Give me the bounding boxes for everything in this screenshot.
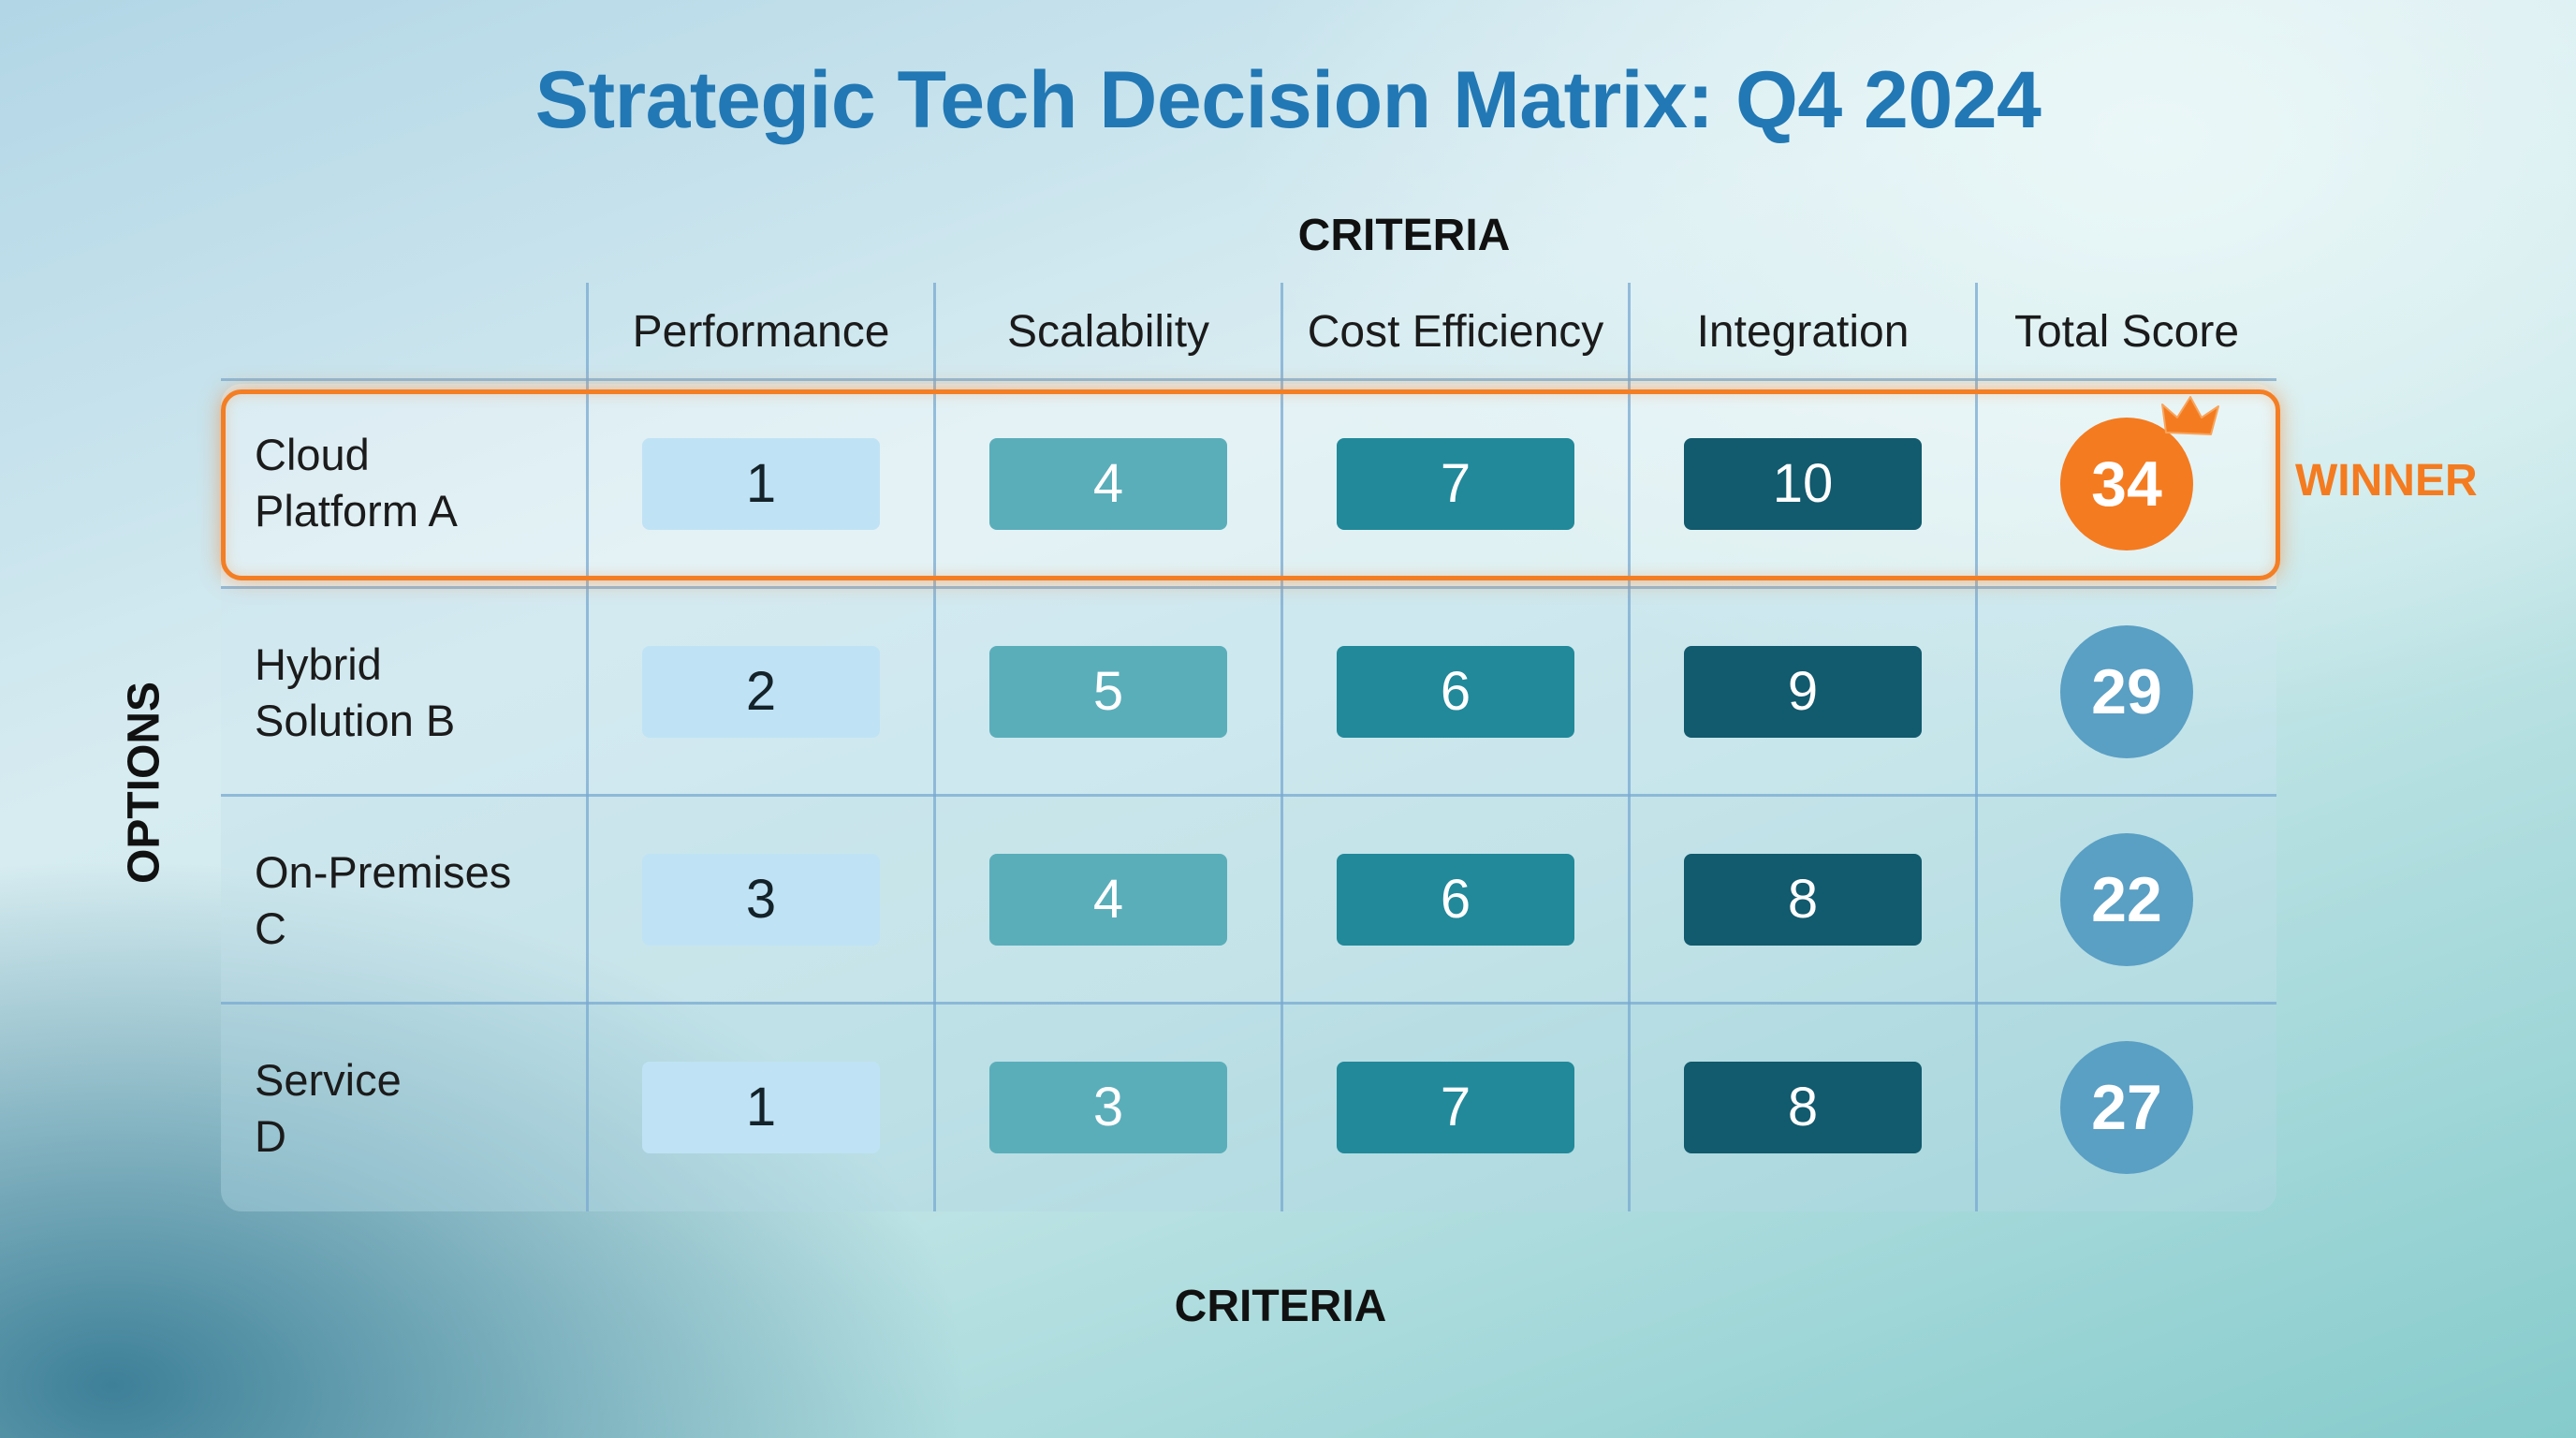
row-label-on-premises-c: On-Premises C bbox=[255, 844, 564, 957]
score-cell-performance: 2 bbox=[642, 646, 880, 738]
grid-line-col-1 bbox=[586, 283, 589, 1211]
criteria-axis-label-top: CRITERIA bbox=[1297, 211, 1511, 260]
row-label-hybrid-solution-b: Hybrid Solution B bbox=[255, 637, 564, 749]
row-background-4 bbox=[221, 1004, 2276, 1211]
grid-line-col-4 bbox=[1628, 283, 1631, 1211]
row-label-line: Solution B bbox=[255, 696, 456, 745]
criteria-axis-label-bottom: CRITERIA bbox=[1174, 1282, 1387, 1331]
row-label-line: Platform A bbox=[255, 486, 458, 536]
score-cell-performance: 1 bbox=[642, 438, 880, 530]
row-label-line: Hybrid bbox=[255, 639, 382, 689]
decision-matrix-body bbox=[221, 384, 2276, 1211]
score-cell-integration: 8 bbox=[1684, 1062, 1922, 1153]
column-header-total-score: Total Score bbox=[2013, 307, 2240, 357]
column-header-performance: Performance bbox=[632, 307, 890, 357]
grid-line-col-5 bbox=[1975, 283, 1978, 1211]
grid-line-row-3 bbox=[221, 1002, 2276, 1005]
options-axis-label: OPTIONS bbox=[119, 681, 169, 885]
total-score-badge: 22 bbox=[2060, 833, 2193, 966]
total-score-badge: 29 bbox=[2060, 625, 2193, 758]
score-cell-cost-efficiency: 6 bbox=[1337, 646, 1574, 738]
row-label-line: C bbox=[255, 903, 286, 953]
page-title: Strategic Tech Decision Matrix: Q4 2024 bbox=[534, 55, 2042, 145]
total-score-badge: 27 bbox=[2060, 1041, 2193, 1174]
row-label-line: On-Premises bbox=[255, 847, 512, 897]
score-cell-performance: 3 bbox=[642, 854, 880, 946]
total-score-badge-winner: 34 bbox=[2060, 418, 2193, 550]
row-background-3 bbox=[221, 796, 2276, 1004]
row-label-service-d: Service D bbox=[255, 1052, 564, 1165]
score-cell-cost-efficiency: 6 bbox=[1337, 854, 1574, 946]
row-label-cloud-platform-a: Cloud Platform A bbox=[255, 427, 564, 539]
row-label-line: Service bbox=[255, 1055, 402, 1105]
winner-highlight-border bbox=[221, 389, 2280, 580]
crown-icon bbox=[2161, 396, 2219, 435]
column-header-integration: Integration bbox=[1696, 307, 1910, 357]
score-cell-integration: 9 bbox=[1684, 646, 1922, 738]
score-cell-scalability: 4 bbox=[989, 854, 1227, 946]
score-cell-performance: 1 bbox=[642, 1062, 880, 1153]
column-header-scalability: Scalability bbox=[1006, 307, 1210, 357]
grid-line-row-1 bbox=[221, 586, 2276, 589]
grid-line-header bbox=[221, 378, 2276, 381]
score-cell-scalability: 5 bbox=[989, 646, 1227, 738]
score-cell-cost-efficiency: 7 bbox=[1337, 1062, 1574, 1153]
score-cell-scalability: 3 bbox=[989, 1062, 1227, 1153]
row-label-line: D bbox=[255, 1111, 286, 1161]
grid-line-row-2 bbox=[221, 794, 2276, 797]
column-header-cost-efficiency: Cost Efficiency bbox=[1307, 307, 1604, 357]
score-cell-integration: 8 bbox=[1684, 854, 1922, 946]
grid-line-col-2 bbox=[933, 283, 936, 1211]
row-background-2 bbox=[221, 588, 2276, 796]
row-label-line: Cloud bbox=[255, 430, 370, 479]
score-cell-integration: 10 bbox=[1684, 438, 1922, 530]
row-background-1 bbox=[221, 384, 2276, 588]
score-cell-scalability: 4 bbox=[989, 438, 1227, 530]
score-cell-cost-efficiency: 7 bbox=[1337, 438, 1574, 530]
winner-label: WINNER bbox=[2295, 456, 2478, 506]
grid-line-col-3 bbox=[1281, 283, 1283, 1211]
